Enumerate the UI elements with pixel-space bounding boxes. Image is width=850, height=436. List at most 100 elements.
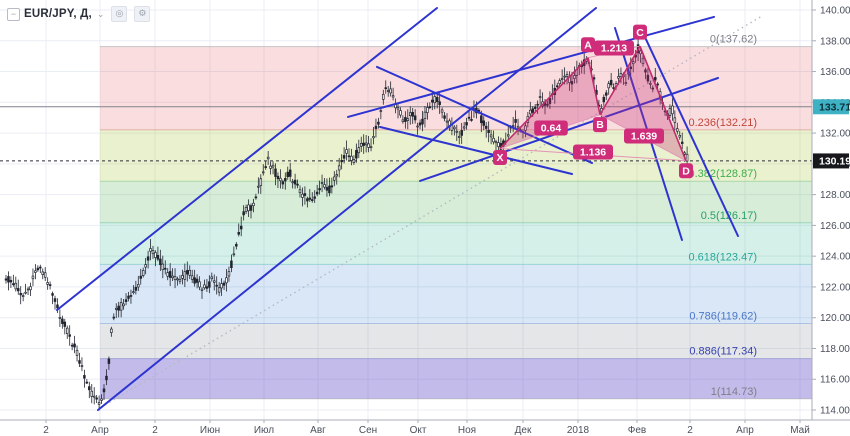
candle-body (352, 159, 356, 163)
candle-body (624, 82, 628, 84)
candle-body (269, 165, 272, 169)
pattern-triangle-xab[interactable] (500, 57, 600, 149)
pattern-point-label-x[interactable] (493, 149, 507, 165)
candle-body (217, 287, 221, 293)
candle-body (303, 193, 307, 196)
pattern-edge-line[interactable] (599, 45, 641, 116)
candle-body (186, 270, 189, 275)
candle-body (364, 142, 368, 146)
candle-body (413, 115, 417, 121)
pattern-edge-line[interactable] (639, 45, 687, 162)
price-axis-area[interactable] (812, 0, 850, 436)
candle-body (105, 375, 108, 381)
pattern-point-label-d[interactable] (679, 163, 693, 179)
trend-line-descending-channel-right[interactable] (642, 31, 739, 238)
candle-body (63, 321, 67, 327)
candle-body (318, 188, 321, 191)
candle-body (70, 344, 74, 347)
candle-body (607, 83, 610, 89)
candle-body (46, 282, 49, 285)
trend-line-corrective-down-lower[interactable] (379, 125, 573, 176)
candle-body (360, 143, 363, 147)
candle-body (247, 204, 250, 212)
candle-body (171, 275, 174, 279)
pattern-ratio-label-1.136[interactable] (573, 144, 613, 160)
candle-body (649, 82, 652, 85)
candle-body (462, 126, 466, 129)
axis-price-label-text: 130.19 (819, 156, 850, 168)
candle-body (487, 129, 490, 134)
price-tick-label: 140.00 (820, 6, 850, 17)
candle-body (31, 275, 35, 280)
price-tick-label: 114.00 (820, 406, 850, 417)
fib-band-0.886 (100, 358, 812, 399)
candle-body (14, 282, 18, 290)
axis-price-label-130.19[interactable] (813, 153, 849, 169)
candle-body (406, 118, 410, 121)
eye-icon[interactable]: ◎ (111, 6, 128, 22)
candle-body (470, 119, 473, 121)
axis-price-label-133.71[interactable] (813, 99, 849, 115)
candle-body (678, 135, 681, 138)
candle-body (404, 117, 407, 122)
settings-icon[interactable]: ⚙ (134, 6, 151, 22)
candle-body (281, 181, 285, 185)
candle-body (337, 165, 341, 171)
chevron-down-icon[interactable]: ⌄ (96, 8, 105, 19)
candle-body (573, 75, 576, 79)
time-tick-label: Ноя (458, 425, 476, 436)
candle-body (48, 284, 52, 286)
candle-body (173, 276, 177, 281)
pattern-point-label-x-text: X (496, 152, 503, 164)
dotted-trend-line[interactable] (104, 15, 763, 406)
trend-line-shallow-rising-resistance[interactable] (347, 15, 715, 118)
candle-body (29, 286, 32, 291)
candle-body (565, 74, 569, 77)
candle-body (617, 76, 620, 79)
candle-body (301, 193, 304, 198)
pattern-point-label-c[interactable] (633, 24, 647, 40)
pattern-triangle-bcd[interactable] (600, 46, 686, 161)
candle-body (391, 95, 395, 98)
candle-body (90, 390, 93, 397)
trend-line-ascending-channel-upper[interactable] (56, 6, 438, 312)
candle-body (631, 61, 635, 65)
time-tick-label: Апр (91, 425, 109, 436)
candle-body (438, 101, 441, 106)
candle-body (453, 126, 456, 130)
candle-body (389, 88, 392, 94)
price-tick-label: 128.00 (820, 190, 850, 201)
legend-collapse-icon[interactable]: − (7, 7, 20, 21)
candle-body (151, 250, 155, 255)
pattern-ratio-label-0.64[interactable] (534, 120, 568, 136)
candle-body (409, 112, 412, 117)
axis-price-label-text: 133.71 (819, 101, 850, 113)
trend-line-corrective-down-upper[interactable] (376, 65, 593, 164)
time-axis-area[interactable] (0, 420, 850, 436)
pattern-ratio-label-1.639[interactable] (624, 128, 664, 144)
candle-body (465, 122, 468, 126)
candle-body (328, 185, 331, 194)
symbol-title[interactable]: EUR/JPY, Д, (24, 8, 92, 20)
pattern-point-label-a[interactable] (581, 37, 595, 53)
pattern-edge-line[interactable] (499, 57, 589, 150)
candle-body (641, 57, 645, 64)
candle-body (159, 258, 162, 266)
price-tick-label: 122.00 (820, 282, 850, 293)
candle-body (350, 155, 353, 161)
candle-body (210, 276, 214, 280)
candle-body (80, 365, 84, 368)
candle-body (330, 185, 334, 188)
time-tick-label: Сен (359, 425, 377, 436)
candle-body (536, 103, 539, 106)
trend-line-ascending-channel-lower[interactable] (97, 6, 597, 412)
pattern-point-label-b[interactable] (593, 117, 607, 133)
candle-body (112, 316, 116, 319)
candle-body (489, 134, 493, 138)
pattern-ratio-label-1.213[interactable] (594, 40, 634, 56)
pattern-edge-line[interactable] (587, 57, 601, 115)
trend-line-shallow-rising-support[interactable] (419, 77, 719, 182)
candle-body (97, 402, 101, 405)
